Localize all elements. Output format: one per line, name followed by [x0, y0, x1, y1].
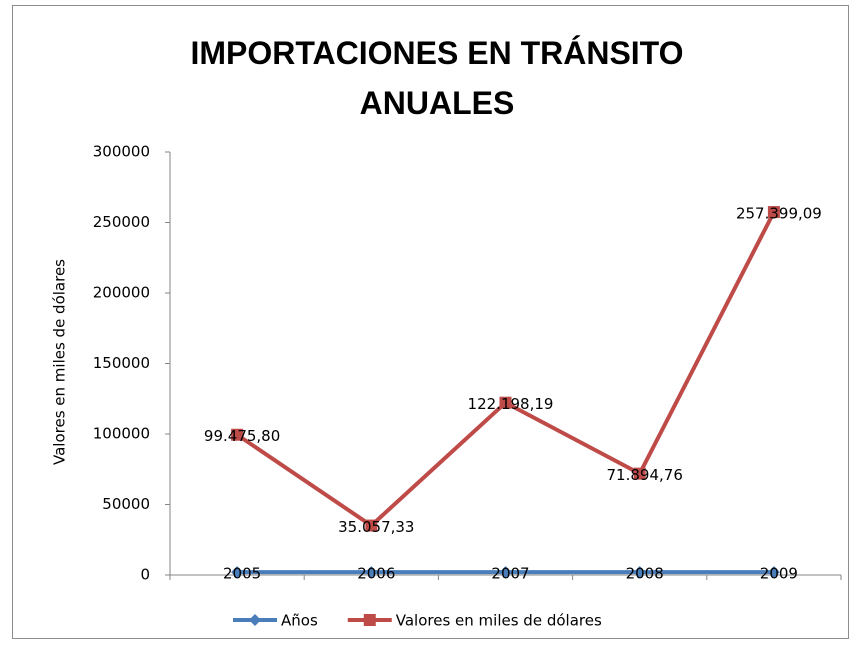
marker [633, 566, 646, 579]
chart-title: IMPORTACIONES EN TRÁNSITO ANUALES [190, 35, 684, 121]
marker [231, 428, 244, 441]
y-tick-label: 50000 [102, 495, 150, 513]
y-tick-label: 100000 [93, 425, 150, 443]
data-label: 2005 [223, 565, 261, 583]
series-line [235, 211, 776, 529]
data-label: 122.198,19 [468, 395, 554, 413]
data-label: 257.399,09 [736, 205, 822, 223]
marker [499, 396, 512, 409]
marker [767, 566, 780, 579]
marker [231, 566, 244, 579]
data-label: 2008 [626, 565, 664, 583]
legend-label: Años [281, 612, 318, 630]
marker [363, 614, 376, 626]
marker [499, 566, 512, 579]
y-tick-label: 250000 [93, 213, 150, 231]
y-tick-label: 300000 [93, 143, 150, 161]
marker [767, 206, 780, 219]
data-label: 2007 [491, 565, 529, 583]
y-axis-label: Valores en miles de dólares [51, 259, 69, 465]
data-label: 71.894,76 [607, 466, 683, 484]
marker [365, 519, 378, 532]
data-label: 35.057,33 [338, 518, 414, 536]
y-tick-label: 200000 [93, 284, 150, 302]
data-label: 2006 [357, 565, 395, 583]
marker [365, 566, 378, 579]
data-label: 99.475,80 [204, 427, 280, 445]
y-tick-label: 150000 [93, 354, 150, 372]
data-label: 2009 [760, 565, 798, 583]
marker [249, 614, 261, 626]
y-tick-label: 0 [140, 566, 150, 584]
marker [633, 467, 646, 480]
legend-label: Valores en miles de dólares [396, 612, 602, 630]
chart-frame [12, 5, 849, 639]
